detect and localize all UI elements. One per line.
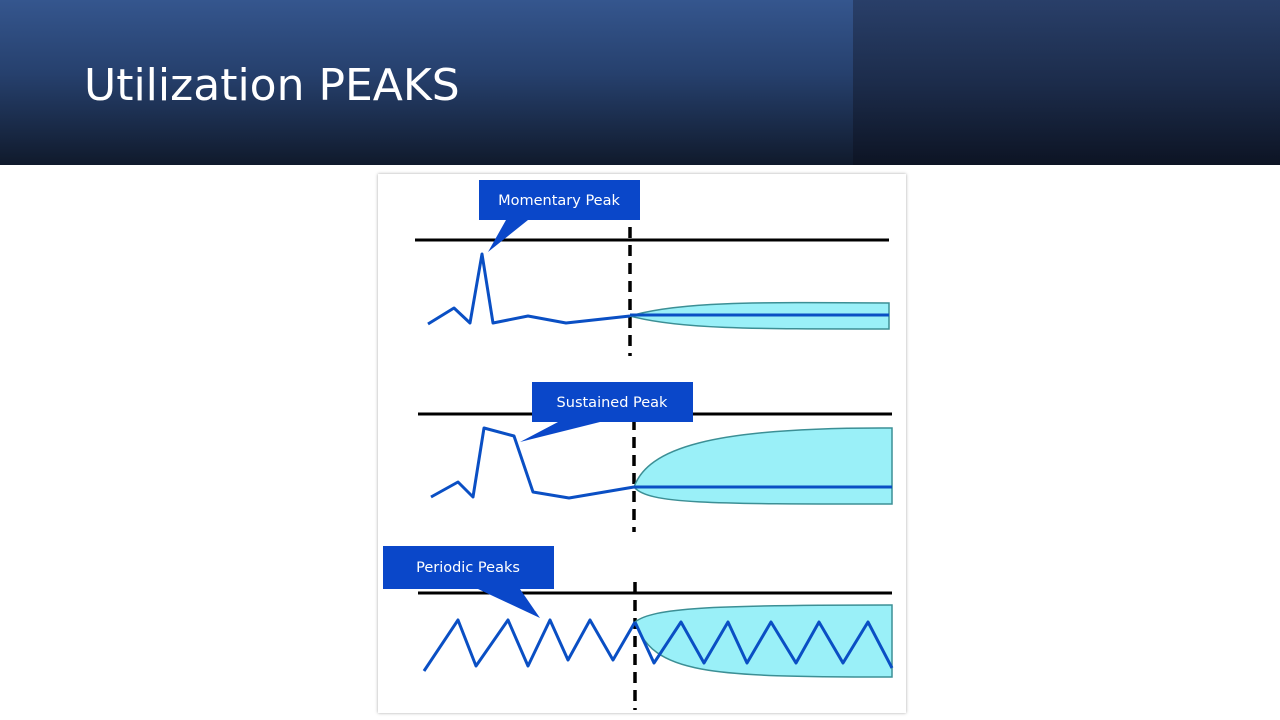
slide-title: Utilization PEAKS xyxy=(84,60,460,111)
callout-box xyxy=(532,382,693,422)
panel-periodic: Periodic Peaks xyxy=(383,546,894,710)
callout-pointer xyxy=(488,220,528,252)
panel-sustained: Sustained Peak xyxy=(418,382,893,532)
forecast-band xyxy=(634,604,893,678)
callout-sustained: Sustained Peak xyxy=(520,382,693,442)
callout-box xyxy=(383,546,554,589)
callout-label: Momentary Peak xyxy=(498,193,620,209)
callout-box xyxy=(479,180,640,220)
utilization-series xyxy=(427,252,631,326)
panel-momentary: Momentary Peak xyxy=(415,180,890,356)
callout-pointer xyxy=(478,589,540,618)
forecast-series xyxy=(633,620,894,669)
diagram-canvas: Momentary Peak Sustained Peak xyxy=(383,180,894,710)
callout-periodic: Periodic Peaks xyxy=(383,546,554,618)
utilization-series xyxy=(430,426,635,500)
callout-label: Sustained Peak xyxy=(557,395,669,411)
callout-pointer xyxy=(520,422,600,442)
utilization-series xyxy=(422,618,637,672)
slide-header-accent xyxy=(853,0,1280,165)
forecast-band xyxy=(633,427,893,505)
callout-label: Periodic Peaks xyxy=(416,560,520,576)
callout-momentary: Momentary Peak xyxy=(479,180,640,252)
utilization-peaks-diagram: Momentary Peak Sustained Peak xyxy=(378,174,906,713)
